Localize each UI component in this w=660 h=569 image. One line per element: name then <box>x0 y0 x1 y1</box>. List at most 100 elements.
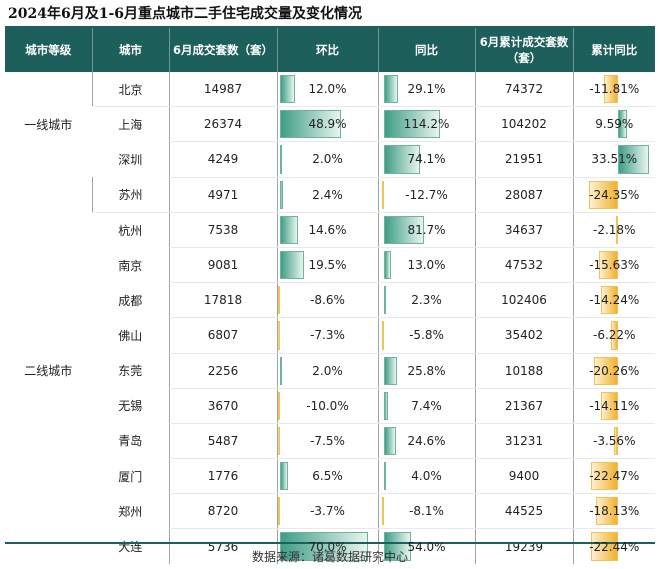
cum-units: 31231 <box>474 423 573 460</box>
mom-bar <box>279 145 282 174</box>
mom-cell: 2.0% <box>276 353 378 389</box>
cum-yoy-value: -3.56% <box>593 433 636 448</box>
cum-yoy-value: 33.51% <box>591 152 638 167</box>
cum-yoy-cell: -14.24% <box>572 282 655 319</box>
june-units: 6807 <box>168 317 277 354</box>
yoy-bar <box>384 391 388 420</box>
cum-yoy-cell: -22.47% <box>572 458 655 495</box>
june-units: 9081 <box>168 247 277 284</box>
yoy-cell: 4.0% <box>377 458 475 495</box>
yoy-value: -8.1% <box>409 504 444 519</box>
cum-yoy-value: -18.13% <box>589 504 640 519</box>
cum-yoy-bar <box>601 286 619 315</box>
yoy-bar <box>384 75 399 104</box>
mom-bar <box>278 286 280 315</box>
yoy-value: -12.7% <box>405 187 448 202</box>
yoy-bar <box>384 356 397 385</box>
cum-units: 104202 <box>474 106 573 143</box>
mom-cell: 48.9% <box>276 106 378 143</box>
city-name: 厦门 <box>118 469 143 484</box>
mom-bar <box>279 462 288 491</box>
june-units: 4249 <box>168 141 277 178</box>
cum-yoy-bar <box>591 532 619 561</box>
june-units: 26374 <box>168 106 277 143</box>
data-table: 城市等级 城市 6月成交套数（套） 环比 同比 6月累计成交套数（套） 累计同比… <box>5 28 655 564</box>
yoy-cell: 7.4% <box>377 388 475 424</box>
mom-bar <box>279 75 295 104</box>
yoy-cell: -12.7% <box>377 177 475 213</box>
mom-cell: 14.6% <box>276 212 378 248</box>
mom-value: -7.5% <box>310 433 345 448</box>
mom-bar <box>278 497 280 526</box>
mom-value: -10.0% <box>306 398 349 413</box>
city-name: 佛山 <box>118 328 143 343</box>
yoy-bar <box>382 497 385 526</box>
yoy-value: 2.3% <box>411 293 442 308</box>
cum-yoy-value: 9.59% <box>595 117 634 132</box>
yoy-cell: 13.0% <box>377 247 475 284</box>
cum-units: 21367 <box>474 388 573 424</box>
yoy-value: 29.1% <box>407 82 446 97</box>
june-units: 5736 <box>168 528 277 564</box>
city-name: 上海 <box>118 118 143 133</box>
cum-yoy-value: -15.63% <box>589 258 640 273</box>
table-row: 二线城市 苏州 4971 2.4% -12.7% 28087 -24.35% <box>5 177 655 378</box>
table-row: 深圳 4249 2.0% 74.1% 21951 33.51% <box>5 141 655 178</box>
mom-bar <box>279 180 283 209</box>
cum-yoy-bar <box>588 180 619 209</box>
cum-units: 34637 <box>474 212 573 248</box>
cum-yoy-cell: -3.56% <box>572 423 655 460</box>
yoy-value: 54.0% <box>407 539 446 554</box>
mom-value: 2.0% <box>312 152 343 167</box>
cum-yoy-cell: -6.22% <box>572 317 655 354</box>
cum-yoy-bar <box>618 110 628 139</box>
cum-yoy-value: -24.35% <box>589 187 640 202</box>
table-row: 佛山 6807 -7.3% -5.8% 35402 -6.22% <box>5 317 655 354</box>
table-row: 厦门 1776 6.5% 4.0% 9400 -22.47% <box>5 458 655 495</box>
header-cum-yoy: 累计同比 <box>572 28 655 72</box>
mom-cell: 2.4% <box>276 177 378 213</box>
cum-yoy-value: -22.47% <box>589 469 640 484</box>
city-name: 南京 <box>118 258 143 273</box>
yoy-value: 13.0% <box>407 258 446 273</box>
header-row: 城市等级 城市 6月成交套数（套） 环比 同比 6月累计成交套数（套） 累计同比 <box>5 28 655 72</box>
mom-value: -8.6% <box>310 293 345 308</box>
cum-yoy-cell: -18.13% <box>572 493 655 530</box>
cum-units: 44525 <box>474 493 573 530</box>
yoy-value: 4.0% <box>411 469 442 484</box>
table-row: 杭州 7538 14.6% 81.7% 34637 -2.18% <box>5 212 655 248</box>
city-name: 青岛 <box>118 434 143 449</box>
yoy-cell: 54.0% <box>377 528 475 564</box>
cum-yoy-bar <box>615 215 619 244</box>
cum-yoy-cell: -14.11% <box>572 388 655 424</box>
cum-yoy-bar <box>601 391 619 420</box>
mom-cell: -7.3% <box>276 317 378 354</box>
mom-value: 19.5% <box>308 258 347 273</box>
tier-label: 二线城市 <box>24 363 73 378</box>
table-row: 上海 26374 48.9% 114.2% 104202 9.59% <box>5 106 655 143</box>
mom-cell: 70.0% <box>276 528 378 564</box>
mom-cell: -7.5% <box>276 423 378 460</box>
cum-yoy-bar <box>603 75 619 104</box>
yoy-cell: 24.6% <box>377 423 475 460</box>
table-row: 无锡 3670 -10.0% 7.4% 21367 -14.11% <box>5 388 655 424</box>
tier-label: 一线城市 <box>24 118 73 133</box>
june-units: 5487 <box>168 423 277 460</box>
yoy-cell: 29.1% <box>377 72 475 108</box>
mom-value: -3.7% <box>310 504 345 519</box>
mom-cell: 19.5% <box>276 247 378 284</box>
header-city: 城市 <box>91 28 169 72</box>
mom-cell: -10.0% <box>276 388 378 424</box>
yoy-cell: 25.8% <box>377 353 475 389</box>
yoy-cell: -8.1% <box>377 493 475 530</box>
cum-yoy-cell: -22.44% <box>572 528 655 564</box>
mom-value: 14.6% <box>308 222 347 237</box>
city-name: 杭州 <box>118 223 143 238</box>
header-yoy: 同比 <box>377 28 475 72</box>
yoy-bar <box>384 110 440 139</box>
yoy-value: 81.7% <box>407 222 446 237</box>
cum-units: 102406 <box>474 282 573 319</box>
table-row: 大连 5736 70.0% 54.0% 19239 -22.44% <box>5 528 655 564</box>
table-row: 成都 17818 -8.6% 2.3% 102406 -14.24% <box>5 282 655 319</box>
mom-cell: -3.7% <box>276 493 378 530</box>
